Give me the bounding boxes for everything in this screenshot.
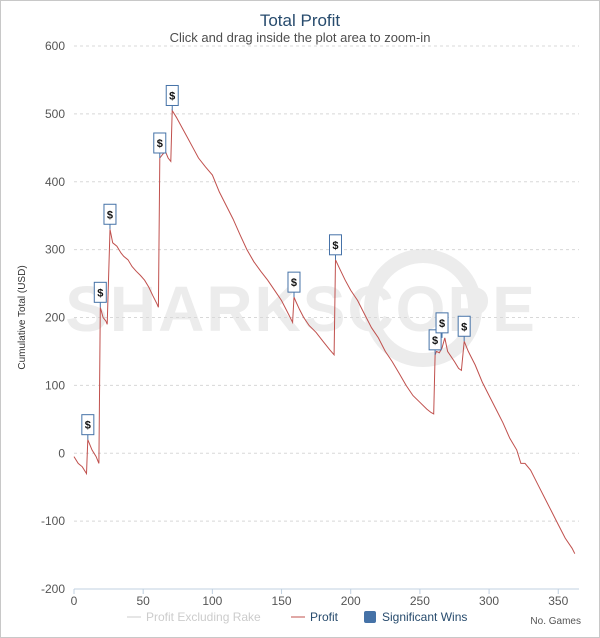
significant-win-flag[interactable]: $ (328, 234, 342, 260)
flag-box (153, 132, 167, 154)
flag-label: $ (439, 318, 445, 330)
significant-win-flag[interactable]: $ (103, 203, 117, 230)
flag-box (328, 234, 342, 256)
series-line-profit[interactable] (73, 108, 576, 554)
legend-item[interactable]: Profit (291, 610, 339, 624)
flag-box (93, 281, 107, 303)
series-layer (73, 108, 576, 554)
significant-win-flag[interactable]: $ (93, 281, 107, 308)
significant-win-flag[interactable]: $ (435, 312, 449, 338)
x-tick-label: 100 (202, 594, 222, 608)
legend-square-symbol (364, 611, 376, 623)
x-tick-label: 0 (71, 594, 78, 608)
y-tick-label: 200 (45, 311, 65, 325)
x-tick-label: 200 (341, 594, 361, 608)
legend-label: Profit Excluding Rake (146, 610, 261, 624)
x-tick-label: 350 (548, 594, 568, 608)
y-tick-label: -200 (41, 582, 65, 596)
significant-win-flag[interactable]: $ (153, 132, 167, 158)
significant-win-flag[interactable]: $ (457, 315, 471, 342)
significant-win-flag[interactable]: $ (428, 329, 442, 355)
significant-wins-flags: $$$$$$$$$ $ (81, 84, 471, 440)
y-tick-label: 0 (58, 446, 65, 460)
flag-label: $ (169, 90, 175, 102)
flag-box (435, 312, 449, 334)
legend-item[interactable]: Significant Wins (364, 610, 467, 624)
x-axis-label: No. Games (530, 616, 581, 627)
legend-label: Profit (310, 610, 339, 624)
flag-box (165, 84, 179, 106)
flag-label: $ (461, 321, 467, 333)
x-tick-label: 300 (479, 594, 499, 608)
flag-box (81, 414, 95, 436)
flag-label: $ (85, 420, 91, 432)
y-axis-ticks: -200 -100 0 100 200 300 400 500 600 (41, 39, 65, 596)
x-tick-label: 50 (136, 594, 150, 608)
flag-label: $ (291, 277, 297, 289)
flag-label: $ (432, 335, 438, 347)
x-axis-ticks: 0 50 100 150 200 250 300 350 (71, 589, 569, 608)
x-tick-label: 150 (272, 594, 292, 608)
flag-label: $ (332, 240, 338, 252)
x-tick-label: 250 (410, 594, 430, 608)
watermark-scope-ring (364, 249, 482, 367)
legend: Profit Excluding Rake Profit Significant W… (127, 610, 467, 624)
y-tick-label: 500 (45, 107, 65, 121)
significant-win-flag[interactable]: $ (165, 84, 179, 111)
y-tick-label: 400 (45, 175, 65, 189)
y-tick-label: 300 (45, 243, 65, 257)
y-tick-label: -100 (41, 514, 65, 528)
y-axis-label: Cumulative Total (USD) (17, 265, 28, 369)
legend-label: Significant Wins (382, 610, 467, 624)
significant-win-flag[interactable]: $ (287, 271, 301, 298)
chart-title: Total Profit (260, 11, 341, 30)
grid-lines (74, 45, 579, 522)
significant-win-flag[interactable]: $ (81, 414, 95, 440)
y-tick-label: 600 (45, 39, 65, 53)
y-tick-label: 100 (45, 378, 65, 392)
flag-label: $ (97, 287, 103, 299)
flag-label: $ (107, 209, 113, 221)
flag-label: $ (157, 138, 163, 150)
flag-box (428, 329, 442, 351)
legend-item[interactable]: Profit Excluding Rake (127, 610, 261, 624)
chart-subtitle: Click and drag inside the plot area to z… (170, 30, 431, 45)
flag-box (103, 203, 117, 225)
flag-box (287, 271, 301, 293)
flag-box (457, 315, 471, 337)
